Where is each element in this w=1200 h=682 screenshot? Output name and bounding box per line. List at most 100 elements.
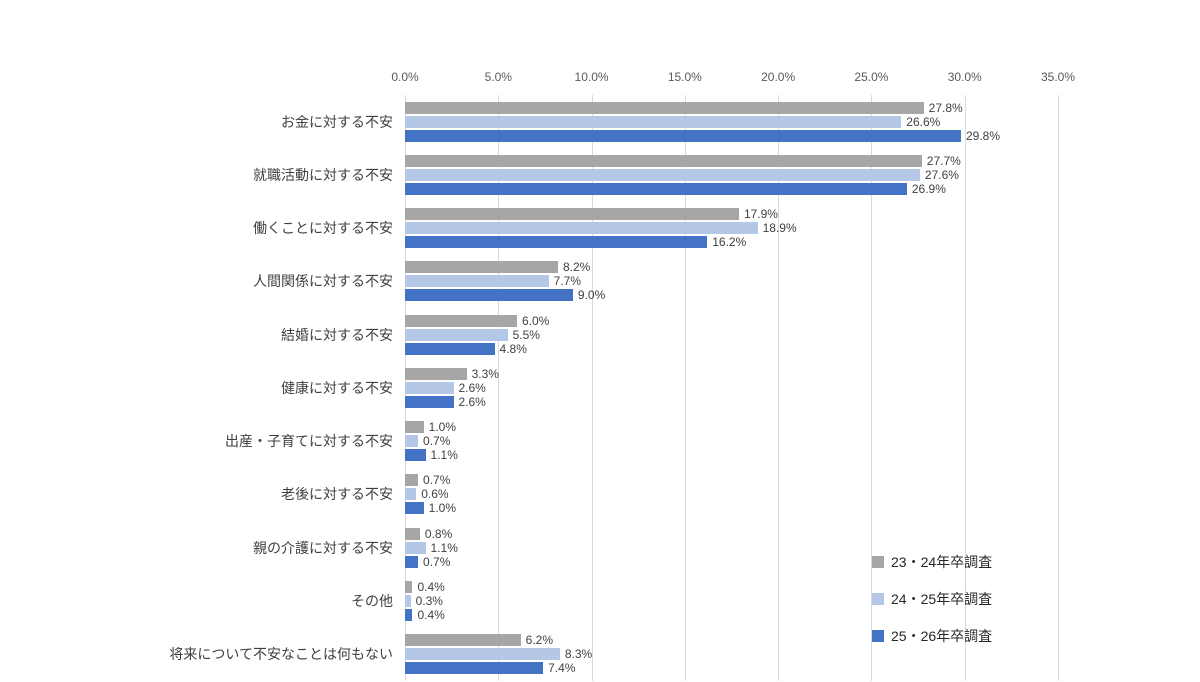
legend-label: 23・24年卒調査 bbox=[891, 554, 993, 570]
bar-line: 1.1% bbox=[405, 448, 1058, 463]
bar-group: 27.7% 27.6% 26.9% bbox=[405, 148, 1058, 201]
value-label: 1.1% bbox=[430, 448, 458, 463]
gridline bbox=[778, 95, 780, 681]
category-label: 人間関係に対する不安 bbox=[253, 273, 393, 290]
value-label: 4.8% bbox=[499, 341, 527, 356]
bar-line: 26.9% bbox=[405, 181, 1058, 196]
value-label: 0.7% bbox=[423, 473, 451, 488]
bar-series-3 bbox=[405, 342, 495, 355]
category-row: 結婚に対する不安 6.0% 5.5% 4.8% bbox=[0, 308, 1200, 361]
bar-series-2 bbox=[405, 648, 560, 661]
bar-line: 0.7% bbox=[405, 473, 1058, 488]
bar-line: 18.9% bbox=[405, 221, 1058, 236]
gridline bbox=[1058, 95, 1059, 681]
category-label: 働くことに対する不安 bbox=[253, 220, 393, 237]
category-row: 親の介護に対する不安 0.8% 1.1% 0.7% bbox=[0, 521, 1200, 574]
bar-line: 9.0% bbox=[405, 288, 1058, 303]
bar-line: 2.6% bbox=[405, 380, 1058, 395]
legend-label: 25・26年卒調査 bbox=[891, 628, 993, 644]
value-label: 9.0% bbox=[577, 288, 606, 303]
bar-line: 26.6% bbox=[405, 114, 1058, 129]
bar-group: 6.0% 5.5% 4.8% bbox=[405, 308, 1058, 361]
value-label: 18.9% bbox=[762, 221, 797, 236]
value-label: 26.6% bbox=[906, 114, 941, 129]
bar-series-3 bbox=[405, 395, 454, 408]
category-label: 健康に対する不安 bbox=[281, 379, 393, 396]
value-label: 0.3% bbox=[415, 594, 443, 609]
category-label: その他 bbox=[351, 593, 393, 610]
bar-group: 6.2% 8.3% 7.4% bbox=[405, 628, 1058, 681]
bar-line: 7.7% bbox=[405, 274, 1058, 289]
category-row: 人間関係に対する不安 8.2% 7.7% 9.0% bbox=[0, 255, 1200, 308]
bar-group: 3.3% 2.6% 2.6% bbox=[405, 361, 1058, 414]
category-row: その他 0.4% 0.3% 0.4% bbox=[0, 574, 1200, 627]
legend-label: 24・25年卒調査 bbox=[891, 591, 993, 607]
bar-series-3 bbox=[405, 662, 544, 675]
category-row: お金に対する不安 27.8% 26.6% 29.8% bbox=[0, 95, 1200, 148]
gridline bbox=[591, 95, 593, 681]
x-axis-tick: 15.0% bbox=[667, 70, 702, 84]
legend-item: 24・25年卒調査 bbox=[872, 589, 992, 609]
bar-line: 5.5% bbox=[405, 328, 1058, 342]
bar-series-1 bbox=[405, 208, 739, 221]
bar-series-3 bbox=[405, 502, 424, 515]
bar-series-1 bbox=[405, 314, 517, 327]
x-axis-tick: 30.0% bbox=[947, 70, 982, 84]
bar-line: 7.4% bbox=[405, 661, 1058, 675]
bar-series-2 bbox=[405, 168, 920, 181]
bar-line: 4.8% bbox=[405, 341, 1058, 356]
value-label: 0.6% bbox=[421, 487, 449, 502]
category-row: 働くことに対する不安 17.9% 18.9% 16.2% bbox=[0, 202, 1200, 255]
gridline bbox=[498, 95, 500, 681]
bar-series-2 bbox=[405, 328, 508, 341]
legend-swatch bbox=[872, 593, 884, 605]
category-label: お金に対する不安 bbox=[281, 113, 393, 130]
bar-group: 17.9% 18.9% 16.2% bbox=[405, 202, 1058, 255]
bar-group: 8.2% 7.7% 9.0% bbox=[405, 255, 1058, 308]
value-label: 3.3% bbox=[471, 366, 499, 381]
bar-series-1 bbox=[405, 367, 467, 380]
bar-line: 1.0% bbox=[405, 501, 1058, 516]
value-label: 0.4% bbox=[417, 580, 445, 595]
x-axis: 0.0% 5.0% 10.0% 15.0% 20.0% 25.0% 30.0% 35.0% bbox=[391, 70, 1075, 86]
bar-series-1 bbox=[405, 261, 558, 274]
value-label: 16.2% bbox=[712, 235, 747, 250]
bar-line: 1.1% bbox=[405, 541, 1058, 555]
category-label: 出産・子育てに対する不安 bbox=[225, 433, 393, 450]
gridline bbox=[684, 95, 686, 681]
x-axis-tick: 10.0% bbox=[574, 70, 609, 84]
bar-series-2 bbox=[405, 488, 417, 501]
value-label: 1.0% bbox=[428, 501, 457, 516]
x-axis-tick: 35.0% bbox=[1040, 70, 1076, 84]
bar-line: 0.4% bbox=[405, 608, 1058, 622]
gridline bbox=[964, 95, 966, 681]
bar-line: 6.2% bbox=[405, 633, 1058, 648]
bar-series-1 bbox=[405, 421, 424, 434]
bar-series-1 bbox=[405, 581, 413, 594]
bar-line: 0.7% bbox=[405, 554, 1058, 569]
x-axis-tick: 5.0% bbox=[484, 70, 512, 84]
legend-swatch bbox=[872, 556, 884, 568]
bar-line: 3.3% bbox=[405, 366, 1058, 381]
value-label: 7.7% bbox=[553, 274, 582, 289]
bar-line: 8.3% bbox=[405, 647, 1058, 661]
plot-area: お金に対する不安 27.8% 26.6% 29.8% 就職活動に対する不安 27.7% 27… bbox=[0, 95, 1200, 681]
bar-series-3 bbox=[405, 449, 426, 462]
value-label: 0.7% bbox=[423, 554, 451, 569]
category-row: 就職活動に対する不安 27.7% 27.6% 26.9% bbox=[0, 148, 1200, 201]
legend-item: 23・24年卒調査 bbox=[872, 552, 992, 572]
bar-line: 0.3% bbox=[405, 594, 1058, 609]
value-label: 2.6% bbox=[458, 380, 486, 395]
category-label: 老後に対する不安 bbox=[281, 486, 393, 503]
bar-series-3 bbox=[405, 289, 573, 302]
gridline bbox=[871, 95, 873, 681]
bar-series-3 bbox=[405, 129, 961, 142]
value-label: 6.2% bbox=[525, 633, 554, 648]
value-label: 26.9% bbox=[911, 181, 946, 196]
legend: 23・24年卒調査 24・25年卒調査 25・26年卒調査 bbox=[872, 552, 992, 663]
category-label: 将来について不安なことは何もない bbox=[169, 646, 393, 663]
category-label: 親の介護に対する不安 bbox=[253, 539, 393, 556]
value-label: 2.6% bbox=[458, 394, 486, 409]
bar-group: 0.7% 0.6% 1.0% bbox=[405, 468, 1058, 521]
